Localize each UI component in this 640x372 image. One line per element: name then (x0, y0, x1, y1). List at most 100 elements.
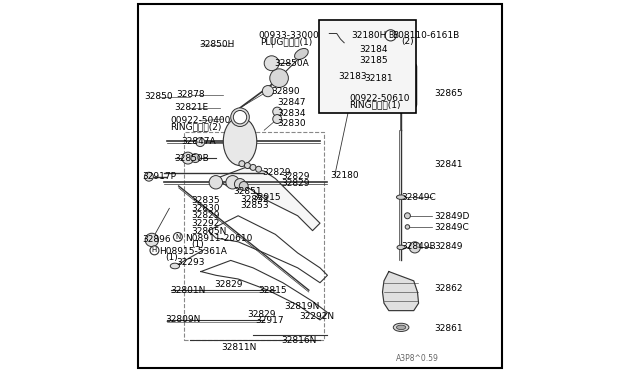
Circle shape (145, 233, 159, 247)
Text: 32917P: 32917P (142, 172, 176, 181)
Text: 32292: 32292 (191, 219, 220, 228)
Text: N: N (175, 234, 180, 240)
Ellipse shape (397, 245, 405, 250)
Circle shape (355, 55, 360, 60)
Text: 32847: 32847 (277, 98, 306, 107)
Text: 32850: 32850 (145, 92, 173, 101)
Text: 32852: 32852 (240, 195, 269, 203)
Text: 32801N: 32801N (170, 286, 206, 295)
Ellipse shape (294, 48, 308, 60)
Circle shape (244, 163, 250, 169)
Text: 32850H: 32850H (199, 40, 234, 49)
Text: RINGリング(2): RINGリング(2) (170, 123, 222, 132)
Text: 32816N: 32816N (281, 336, 316, 345)
Text: 32180: 32180 (330, 171, 359, 180)
Text: A3P8^0.59: A3P8^0.59 (396, 354, 439, 363)
Text: 32830: 32830 (277, 119, 306, 128)
Circle shape (234, 179, 246, 190)
Text: 32292N: 32292N (300, 312, 335, 321)
Text: 32829: 32829 (191, 211, 220, 220)
Text: 32829: 32829 (248, 310, 276, 319)
Ellipse shape (388, 36, 396, 42)
Text: 32829: 32829 (214, 280, 243, 289)
Circle shape (270, 69, 289, 87)
Text: 32862: 32862 (435, 284, 463, 293)
Circle shape (234, 110, 246, 124)
Circle shape (196, 138, 205, 147)
Text: RINGリング(1): RINGリング(1) (349, 100, 401, 109)
Bar (184, 132, 324, 340)
Circle shape (145, 172, 154, 181)
Text: H08915-5361A: H08915-5361A (159, 247, 227, 256)
Circle shape (150, 246, 159, 255)
Polygon shape (216, 167, 320, 231)
Text: 32180H: 32180H (351, 31, 387, 40)
Text: 32851: 32851 (234, 187, 262, 196)
Circle shape (230, 108, 250, 126)
Text: (1): (1) (166, 253, 179, 262)
Text: 00922-50610: 00922-50610 (349, 94, 410, 103)
Text: PLUGプラグ(1): PLUGプラグ(1) (260, 37, 312, 46)
Text: 32849D: 32849D (435, 212, 470, 221)
Circle shape (239, 182, 248, 190)
Text: 32834: 32834 (277, 109, 306, 118)
Ellipse shape (396, 195, 406, 199)
Ellipse shape (170, 263, 180, 269)
Text: 32915: 32915 (252, 193, 281, 202)
Ellipse shape (396, 325, 406, 330)
Text: 32830: 32830 (191, 204, 220, 213)
Circle shape (273, 107, 282, 116)
Text: 32841: 32841 (435, 160, 463, 169)
Circle shape (262, 86, 273, 97)
Circle shape (404, 213, 410, 219)
Circle shape (358, 50, 360, 53)
Text: 32835: 32835 (191, 196, 220, 205)
Text: 32865: 32865 (435, 89, 463, 98)
Text: B08110-6161B: B08110-6161B (392, 31, 460, 40)
Ellipse shape (223, 117, 257, 166)
Text: 32896: 32896 (142, 235, 171, 244)
Text: 32847A: 32847A (182, 137, 216, 146)
Text: 32861: 32861 (435, 324, 463, 333)
Circle shape (250, 164, 256, 170)
Text: 00922-50400: 00922-50400 (170, 116, 231, 125)
Text: 32815: 32815 (259, 286, 287, 295)
Text: 32184: 32184 (359, 45, 388, 54)
Text: 32849C: 32849C (401, 193, 436, 202)
Text: 32850B: 32850B (174, 154, 209, 163)
Circle shape (255, 166, 262, 172)
Circle shape (264, 56, 279, 71)
Circle shape (226, 176, 239, 189)
Text: 32805N: 32805N (191, 227, 227, 236)
Text: 32849: 32849 (435, 242, 463, 251)
Circle shape (182, 152, 194, 164)
Text: 32181: 32181 (365, 74, 393, 83)
Text: (1): (1) (191, 240, 204, 249)
Circle shape (209, 176, 223, 189)
Text: 32811N: 32811N (221, 343, 257, 352)
Circle shape (345, 71, 351, 77)
Circle shape (191, 154, 200, 163)
Text: N08911-20610: N08911-20610 (186, 234, 253, 243)
Circle shape (273, 115, 282, 124)
Text: 32185: 32185 (359, 56, 388, 65)
Text: 32849C: 32849C (435, 223, 469, 232)
Text: 32829: 32829 (262, 169, 291, 177)
Text: 32829: 32829 (281, 179, 310, 187)
Text: B: B (388, 31, 393, 40)
Text: 32293: 32293 (177, 258, 205, 267)
Text: 32809N: 32809N (166, 315, 201, 324)
FancyBboxPatch shape (385, 63, 417, 108)
Text: 32183: 32183 (338, 72, 367, 81)
Ellipse shape (338, 67, 358, 82)
Text: 32821E: 32821E (174, 103, 208, 112)
Text: H: H (152, 247, 157, 253)
Text: 32819N: 32819N (285, 302, 320, 311)
Text: 32829: 32829 (281, 172, 310, 181)
Circle shape (410, 242, 420, 253)
Text: 32878: 32878 (177, 90, 205, 99)
Text: 32853: 32853 (240, 201, 269, 210)
Text: 32917: 32917 (255, 316, 284, 325)
Polygon shape (383, 272, 419, 311)
Circle shape (173, 232, 182, 241)
